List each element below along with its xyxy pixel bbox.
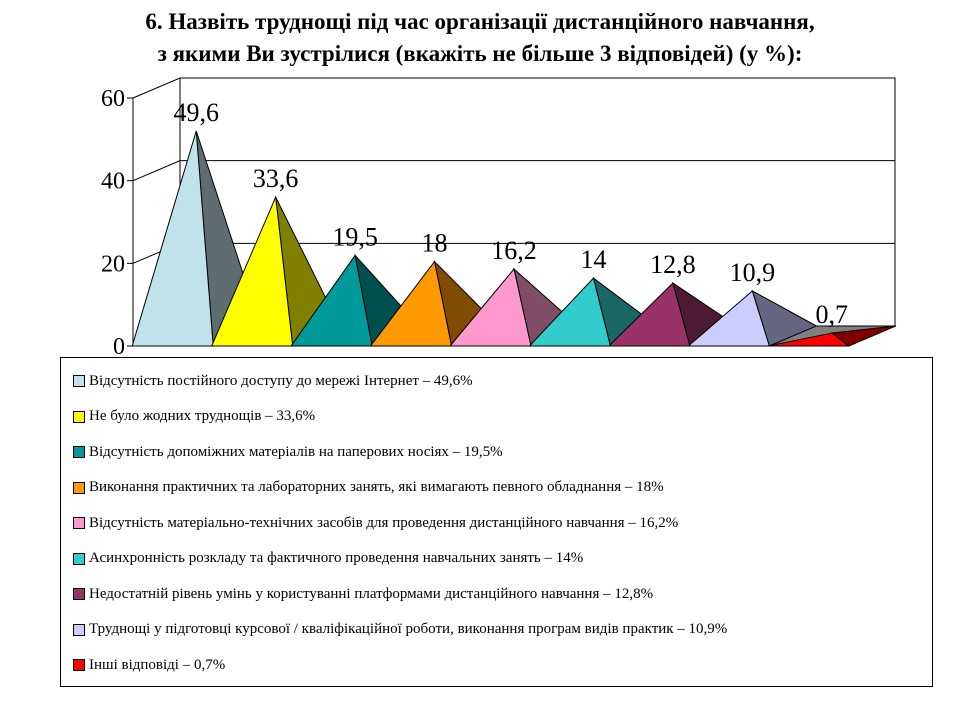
data-label: 18 xyxy=(422,229,448,258)
y-tick-label: 20 xyxy=(101,251,125,277)
legend-label: Відсутність постійного доступу до мережі… xyxy=(89,372,473,389)
data-label: 33,6 xyxy=(253,164,299,193)
legend-label: Асинхронність розкладу та фактичного про… xyxy=(89,550,584,566)
data-label: 16,2 xyxy=(491,236,537,265)
pyramid-front xyxy=(290,254,373,347)
data-label: 0,7 xyxy=(816,300,849,329)
pyramid-front xyxy=(131,130,214,347)
data-label: 19,5 xyxy=(332,222,378,251)
legend-label: Відсутність допоміжних матеріалів на пап… xyxy=(89,443,503,460)
legend-item: Відсутність постійного доступу до мережі… xyxy=(73,370,473,392)
pyramid-front xyxy=(210,195,294,347)
chart-title-line-1: 6. Назвіть труднощі під час організації … xyxy=(145,9,815,34)
pyramid-front xyxy=(369,260,453,347)
y-tick-label: 40 xyxy=(101,169,125,195)
chart-legend: Відсутність постійного доступу до мережі… xyxy=(60,357,933,687)
data-label: 12,8 xyxy=(650,250,696,279)
data-label: 14 xyxy=(580,245,606,274)
legend-item: Відсутність допоміжних матеріалів на пап… xyxy=(73,441,503,463)
legend-label: Недостатній рівень умінь у користуванні … xyxy=(89,585,654,602)
chart-title-line-2: з якими Ви зустрілися (вкажіть не більше… xyxy=(157,41,803,66)
legend-swatch xyxy=(73,410,85,423)
legend-item: Труднощі у підготовці курсової / кваліфі… xyxy=(73,619,727,641)
legend-item: Виконання практичних та лабораторних зан… xyxy=(73,477,664,499)
legend-item: Інші відповіді – 0,7% xyxy=(73,654,225,676)
legend-label: Труднощі у підготовці курсової / кваліфі… xyxy=(89,621,728,637)
pyramid-front xyxy=(448,267,532,347)
legend-swatch xyxy=(73,623,85,636)
pyramid-front xyxy=(528,277,612,347)
legend-swatch xyxy=(73,517,85,529)
pyramid-front xyxy=(767,332,851,347)
legend-swatch xyxy=(73,588,85,600)
y-tick-label: 0 xyxy=(113,334,125,360)
gridline xyxy=(132,160,895,182)
pyramid-front xyxy=(607,282,691,347)
data-label: 49,6 xyxy=(173,98,219,127)
data-label: 10,9 xyxy=(730,258,776,287)
legend-item: Не було жодних труднощів – 33,6% xyxy=(73,406,315,428)
pyramid-front xyxy=(686,290,771,347)
y-tick-label: 60 xyxy=(101,86,125,112)
pyramid-chart: 0 20 40 60 49,6 33,6 19,5 18 16,2 14 12,8 10,9 0,7 xyxy=(101,77,896,360)
legend-swatch xyxy=(73,659,85,671)
legend-swatch xyxy=(73,481,85,494)
legend-label: Виконання практичних та лабораторних зан… xyxy=(89,479,664,495)
legend-item: Асинхронність розкладу та фактичного про… xyxy=(73,548,583,570)
legend-label: Інші відповіді – 0,7% xyxy=(89,656,226,673)
legend-swatch xyxy=(73,446,85,458)
chart-title: 6. Назвіть труднощі під час організації … xyxy=(0,6,960,70)
legend-item: Недостатній рівень умінь у користуванні … xyxy=(73,583,653,605)
legend-swatch xyxy=(73,375,85,387)
legend-label: Не було жодних труднощів – 33,6% xyxy=(89,408,316,424)
legend-swatch xyxy=(73,552,85,565)
legend-item: Відсутність матеріально-технічних засобі… xyxy=(73,512,678,534)
legend-label: Відсутність матеріально-технічних засобі… xyxy=(89,514,679,531)
